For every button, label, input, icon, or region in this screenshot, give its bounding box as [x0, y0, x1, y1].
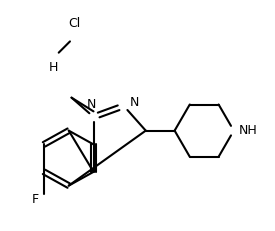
Text: Cl: Cl: [68, 17, 80, 30]
Text: N: N: [87, 98, 96, 111]
Text: NH: NH: [239, 124, 258, 137]
Text: N: N: [130, 96, 139, 109]
Text: F: F: [31, 193, 38, 206]
Text: H: H: [49, 61, 58, 73]
